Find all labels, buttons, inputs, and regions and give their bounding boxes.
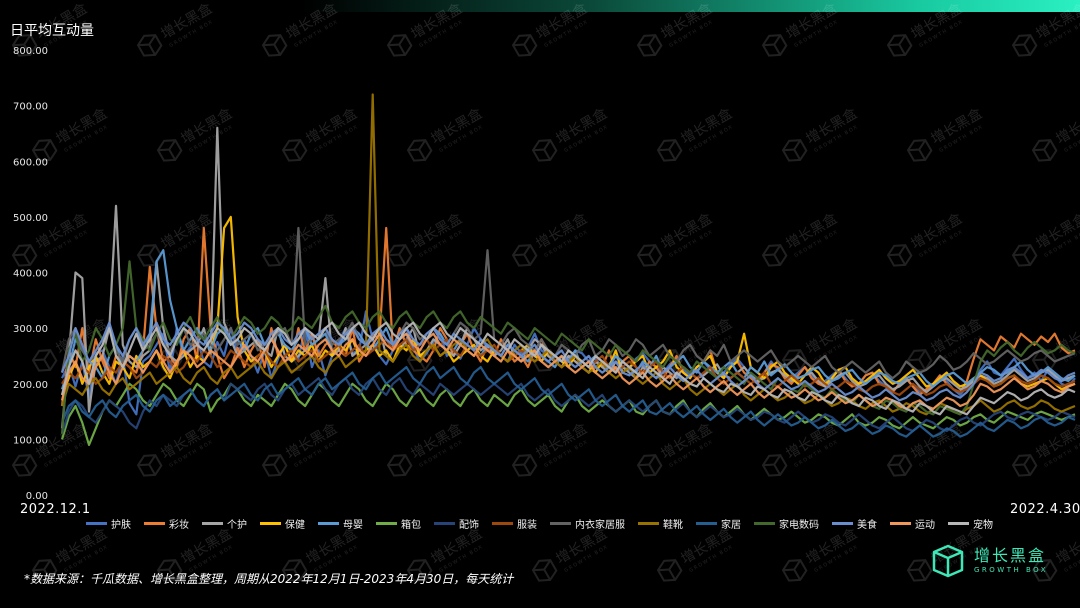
y-tick-label: 600.00: [13, 157, 48, 168]
legend-swatch: [754, 522, 775, 525]
legend-label: 家电数码: [779, 516, 819, 531]
legend-swatch: [376, 522, 397, 525]
y-tick-label: 400.00: [13, 269, 48, 280]
legend-label: 母婴: [343, 516, 363, 531]
legend-label: 宠物: [973, 516, 993, 531]
source-note: *数据来源：千瓜数据、增长黑盒整理，周期从2022年12月1日-2023年4月3…: [24, 570, 513, 587]
legend-swatch: [638, 522, 659, 525]
legend-item: 个护: [202, 516, 247, 531]
legend-item: 美食: [832, 516, 877, 531]
legend-item: 宠物: [948, 516, 993, 531]
legend-swatch: [318, 522, 339, 525]
legend-item: 鞋靴: [638, 516, 683, 531]
y-tick-label: 300.00: [13, 324, 48, 335]
legend-item: 家电数码: [754, 516, 819, 531]
legend-item: 内衣家居服: [550, 516, 625, 531]
legend-label: 内衣家居服: [575, 516, 625, 531]
legend-label: 个护: [227, 516, 247, 531]
series-layer: [62, 95, 1075, 445]
legend-label: 鞋靴: [663, 516, 683, 531]
legend-swatch: [696, 522, 717, 525]
legend-item: 箱包: [376, 516, 421, 531]
y-tick-label: 100.00: [13, 435, 48, 446]
brand-logo: 增长黑盒 GROWTH BOX: [928, 544, 1048, 578]
y-tick-label: 500.00: [13, 213, 48, 224]
legend-label: 运动: [915, 516, 935, 531]
x-axis-end-label: 2022.4.30: [1010, 502, 1080, 517]
legend-item: 母婴: [318, 516, 363, 531]
chart-legend: 护肤 彩妆 个护 保健 母婴 箱包 配饰 服装 内衣家居服 鞋靴 家居 家电数码 美食 运动 宠物: [86, 515, 996, 531]
y-axis: 0.00 100.00 200.00 300.00 400.00 500.00 600.00…: [13, 46, 48, 502]
legend-label: 家居: [721, 516, 741, 531]
cube-logo-icon: [928, 544, 968, 578]
legend-label: 配饰: [459, 516, 479, 531]
legend-item: 服装: [492, 516, 537, 531]
legend-label: 护肤: [111, 516, 131, 531]
y-tick-label: 0.00: [26, 491, 48, 502]
legend-swatch: [890, 522, 911, 525]
x-axis-start-label: 2022.12.1: [20, 502, 91, 517]
legend-label: 保健: [285, 516, 305, 531]
legend-label: 服装: [517, 516, 537, 531]
legend-item: 保健: [260, 516, 305, 531]
legend-item: 家居: [696, 516, 741, 531]
legend-swatch: [948, 522, 969, 525]
legend-swatch: [550, 522, 571, 525]
legend-label: 箱包: [401, 516, 421, 531]
y-tick-label: 700.00: [13, 102, 48, 113]
legend-item: 彩妆: [144, 516, 189, 531]
brand-name: 增长黑盒: [974, 547, 1048, 565]
legend-swatch: [434, 522, 455, 525]
y-tick-label: 800.00: [13, 46, 48, 57]
legend-label: 彩妆: [169, 516, 189, 531]
legend-label: 美食: [857, 516, 877, 531]
legend-swatch: [492, 522, 513, 525]
legend-swatch: [144, 522, 165, 525]
legend-swatch: [86, 522, 107, 525]
legend-item: 配饰: [434, 516, 479, 531]
legend-item: 护肤: [86, 516, 131, 531]
legend-swatch: [832, 522, 853, 525]
y-tick-label: 200.00: [13, 380, 48, 391]
brand-subtitle: GROWTH BOX: [974, 565, 1048, 575]
legend-swatch: [202, 522, 223, 525]
legend-item: 运动: [890, 516, 935, 531]
legend-swatch: [260, 522, 281, 525]
